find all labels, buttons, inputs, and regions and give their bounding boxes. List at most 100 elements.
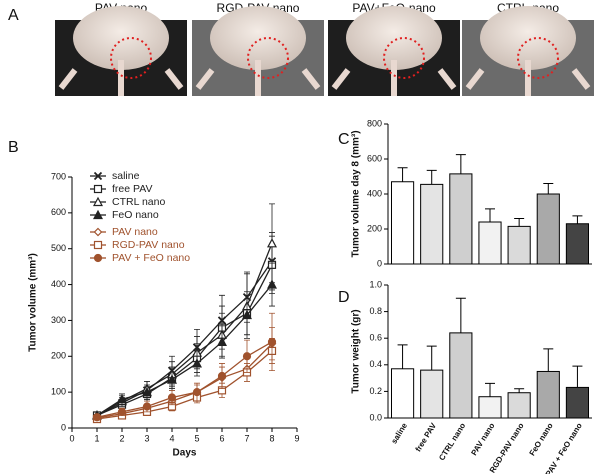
error-bar	[397, 167, 408, 182]
y-tick-label: 400	[367, 188, 382, 198]
bar	[449, 332, 473, 419]
mouse-legs	[465, 60, 591, 96]
y-tick-label: 400	[51, 279, 66, 289]
error-bar	[543, 348, 554, 372]
marker	[117, 394, 127, 404]
bar	[507, 392, 531, 419]
bar	[420, 183, 444, 265]
mouse-body	[480, 6, 576, 70]
marker	[167, 393, 177, 402]
x-tick-label: FeO nano	[528, 421, 555, 457]
error-bar	[485, 208, 495, 222]
y-tick-label: 100	[51, 387, 66, 397]
marker	[192, 388, 202, 397]
marker	[217, 371, 227, 381]
y-tick-label: 0.4	[369, 359, 382, 369]
marker	[167, 374, 177, 384]
marker	[242, 352, 252, 361]
bar	[565, 386, 590, 419]
bar	[390, 368, 415, 419]
legend-label: RGD-PAV nano	[112, 239, 185, 251]
x-tick-label: PAV nano	[469, 421, 496, 457]
x-tick-label: 6	[219, 433, 224, 443]
x-tick-label: CTRL nano	[437, 421, 467, 462]
x-tick-label: 5	[194, 433, 199, 443]
marker	[142, 402, 152, 411]
bar	[449, 173, 473, 265]
marker	[267, 279, 277, 289]
panel-label: D	[338, 289, 350, 306]
x-tick-label: 0	[69, 433, 74, 443]
y-tick-label: 600	[51, 207, 66, 217]
error-bar	[572, 215, 583, 224]
error-bar	[397, 344, 408, 369]
marker	[93, 196, 103, 207]
panel-label: B	[8, 139, 19, 156]
series-line	[96, 260, 273, 417]
y-tick-label: 0.8	[369, 306, 382, 316]
error-bar	[543, 183, 554, 194]
marker	[117, 407, 127, 416]
marker	[93, 253, 103, 263]
x-tick-label: 9	[294, 433, 299, 443]
y-tick-label: 700	[51, 171, 66, 181]
marker	[217, 336, 227, 347]
y-tick-label: 200	[367, 223, 382, 233]
panel-label: C	[338, 131, 350, 148]
error-bar	[572, 365, 583, 388]
bar	[390, 181, 415, 265]
tumor-circle	[110, 37, 152, 79]
legend-label: PAV nano	[112, 226, 158, 238]
marker	[242, 309, 252, 320]
mouse-body	[346, 6, 442, 70]
error-bar	[426, 345, 437, 371]
bar	[478, 221, 502, 265]
error-bar	[514, 388, 525, 393]
y-tick-label: 0	[377, 258, 382, 268]
x-tick-label: 8	[269, 433, 274, 443]
y-tick-label: 1.0	[369, 279, 382, 289]
series-line	[96, 343, 273, 419]
y-tick-label: 200	[51, 351, 66, 361]
legend-label: free PAV	[112, 183, 152, 195]
x-tick-label: 1	[94, 433, 99, 443]
x-tick-label: 2	[119, 433, 124, 443]
series-line	[96, 243, 273, 417]
mouse-body	[210, 6, 306, 70]
marker	[93, 227, 103, 237]
mouse-legs	[58, 60, 184, 96]
y-tick-label: 0	[61, 422, 66, 432]
marker	[93, 171, 103, 181]
series-line	[96, 341, 273, 418]
marker	[92, 413, 102, 422]
y-axis-label: Tumor volume day 8 (mm³)	[351, 130, 362, 257]
x-tick-label: saline	[389, 421, 409, 445]
y-axis-label: Tumor volume (mm³)	[28, 253, 39, 352]
marker	[93, 184, 103, 194]
x-tick-label: 3	[144, 433, 149, 443]
bar	[478, 396, 502, 419]
mouse-body	[73, 6, 169, 70]
bar	[420, 369, 444, 419]
y-axis-label: Tumor weight (gr)	[351, 309, 362, 393]
panel-label: A	[8, 7, 19, 24]
legend-label: saline	[112, 170, 140, 182]
y-tick-label: 0.2	[369, 386, 382, 396]
error-bar	[455, 154, 466, 174]
marker	[267, 238, 277, 248]
bar	[536, 193, 560, 265]
bar	[536, 370, 560, 419]
y-tick-label: 300	[51, 315, 66, 325]
y-tick-label: 600	[367, 153, 382, 163]
mouse-legs	[331, 60, 457, 96]
marker	[142, 386, 152, 397]
error-bar	[485, 382, 495, 397]
marker	[192, 358, 202, 368]
tumor-circle	[517, 37, 559, 79]
x-axis-label: Days	[173, 448, 197, 459]
marker	[93, 240, 103, 250]
marker	[267, 337, 277, 347]
y-tick-label: 800	[367, 118, 382, 128]
x-tick-label: 7	[244, 433, 249, 443]
